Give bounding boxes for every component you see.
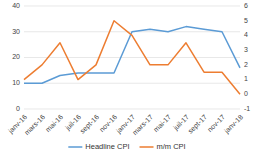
y2-tick-label: 4	[244, 31, 248, 38]
y2-tick-label: 6	[244, 2, 248, 9]
legend-item: Headline CPI	[68, 142, 129, 151]
grid-line	[24, 109, 240, 110]
legend-item: m/m CPI	[140, 142, 186, 151]
chart: 010203040-10123456janv-16mars-16mai-16ju…	[0, 0, 254, 153]
legend: Headline CPI m/m CPI	[68, 142, 185, 151]
grid	[24, 6, 240, 109]
legend-swatch	[140, 146, 154, 148]
lines	[24, 21, 240, 95]
y-tick-label: 40	[12, 2, 20, 9]
series-line	[24, 21, 240, 95]
y2-tick-label: 1	[244, 75, 248, 82]
x-tick-label: mai-17	[152, 113, 172, 133]
x-tick-label: mars-16	[23, 113, 46, 136]
x-tick-label: mai-16	[44, 113, 64, 133]
x-tick-label: janv-18	[222, 113, 245, 136]
legend-label: Headline CPI	[85, 142, 129, 151]
grid-line	[24, 57, 240, 58]
y-tick-label: 0	[16, 105, 20, 112]
grid-line	[24, 83, 240, 84]
y2-tick-label: -1	[244, 105, 250, 112]
x-tick-label: sept-17	[187, 113, 209, 135]
legend-label: m/m CPI	[157, 142, 186, 151]
grid-line	[24, 6, 240, 7]
x-tick-label: sept-16	[79, 113, 101, 135]
y-tick-label: 20	[12, 53, 20, 60]
y-tick-label: 30	[12, 28, 20, 35]
y2-tick-label: 2	[244, 61, 248, 68]
y2-tick-label: 0	[244, 90, 248, 97]
y-tick-label: 10	[12, 79, 20, 86]
x-tick-label: mars-17	[131, 113, 154, 136]
legend-swatch	[68, 146, 82, 148]
y2-tick-label: 5	[244, 17, 248, 24]
y2-tick-label: 3	[244, 46, 248, 53]
